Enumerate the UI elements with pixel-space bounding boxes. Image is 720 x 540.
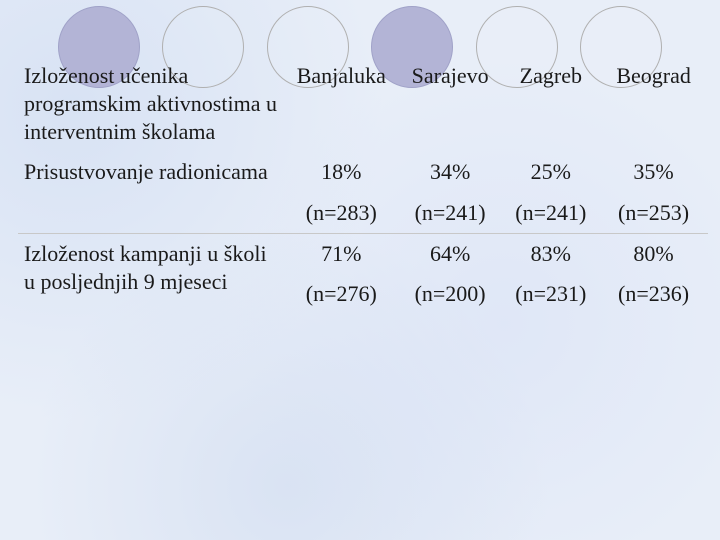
row-2-values: Izloženost kampanji u školi u posljednji…	[18, 233, 708, 274]
row-1-n-banjaluka: (n=283)	[285, 193, 398, 234]
row-1-n-sarajevo: (n=241)	[398, 193, 503, 234]
row-2-val-sarajevo: 64%	[398, 233, 503, 274]
row-1-val-zagreb: 25%	[502, 152, 599, 192]
col-header-banjaluka: Banjaluka	[285, 56, 398, 152]
row-2-n-sarajevo: (n=200)	[398, 274, 503, 314]
row-2-n-banjaluka: (n=276)	[285, 274, 398, 314]
data-table: Izloženost učenika programskim aktivnost…	[18, 56, 708, 314]
row-2-label: Izloženost kampanji u školi u posljednji…	[18, 233, 285, 314]
col-header-sarajevo: Sarajevo	[398, 56, 503, 152]
row-2-val-beograd: 80%	[599, 233, 708, 274]
row-1-label: Prisustvovanje radionicama	[18, 152, 285, 233]
row-1-val-sarajevo: 34%	[398, 152, 503, 192]
row-2-n-zagreb: (n=231)	[502, 274, 599, 314]
row-2-n-beograd: (n=236)	[599, 274, 708, 314]
header-row: Izloženost učenika programskim aktivnost…	[18, 56, 708, 152]
row-2-val-banjaluka: 71%	[285, 233, 398, 274]
col-header-beograd: Beograd	[599, 56, 708, 152]
row-1-val-beograd: 35%	[599, 152, 708, 192]
data-table-container: Izloženost učenika programskim aktivnost…	[18, 56, 708, 314]
col-header-zagreb: Zagreb	[502, 56, 599, 152]
row-1-val-banjaluka: 18%	[285, 152, 398, 192]
row-1-n-beograd: (n=253)	[599, 193, 708, 234]
header-rowlabel: Izloženost učenika programskim aktivnost…	[18, 56, 285, 152]
row-2-val-zagreb: 83%	[502, 233, 599, 274]
row-1-n-zagreb: (n=241)	[502, 193, 599, 234]
row-1-values: Prisustvovanje radionicama 18% 34% 25% 3…	[18, 152, 708, 192]
